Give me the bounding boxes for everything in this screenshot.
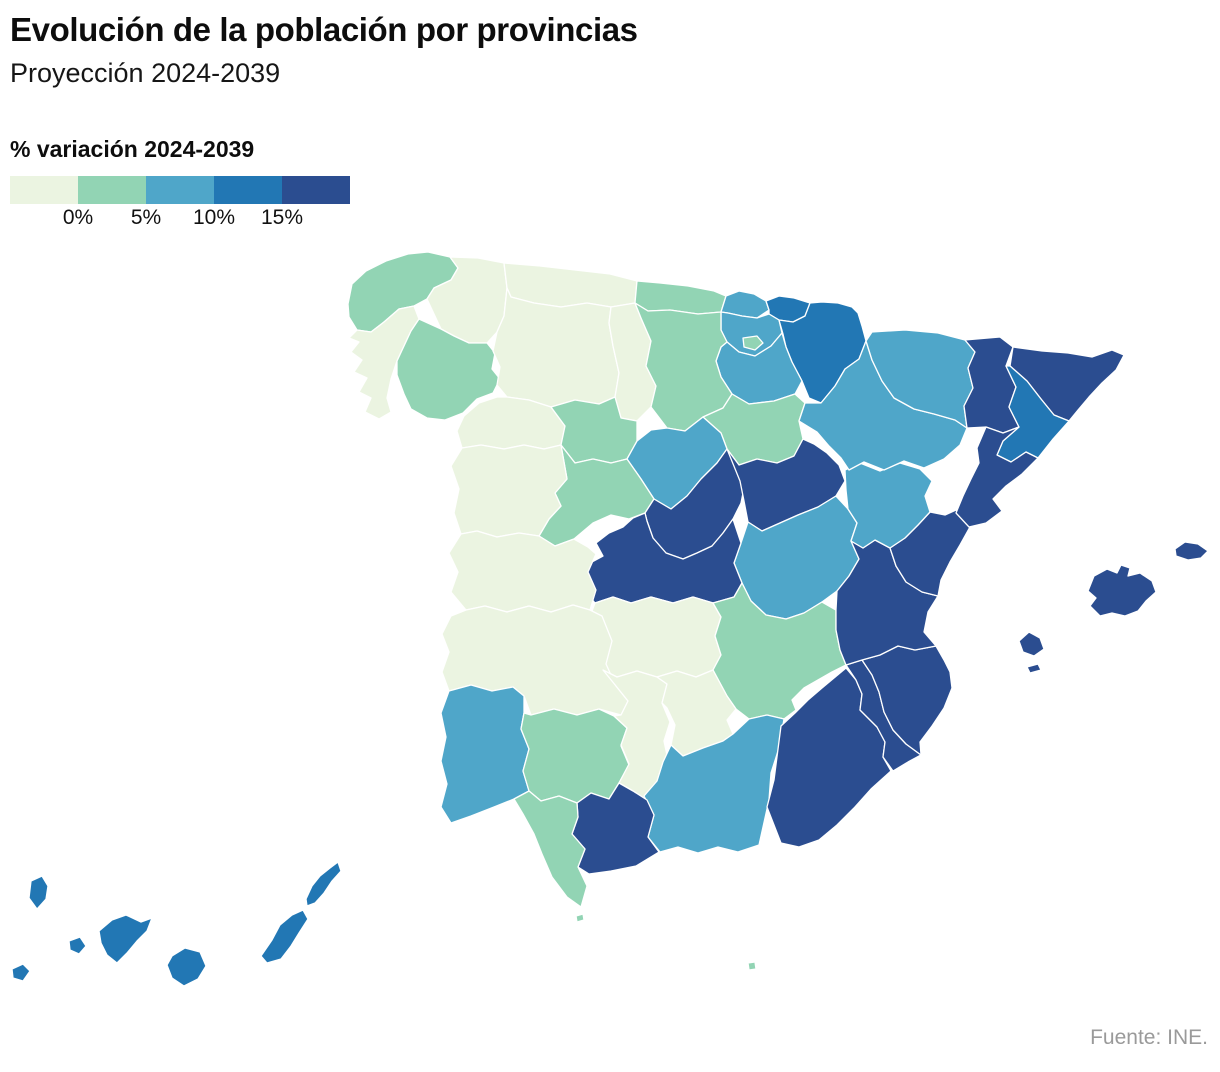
legend-title: % variación 2024-2039 bbox=[10, 136, 255, 162]
legend-swatch-5-10 bbox=[146, 176, 214, 204]
province-las-palmas[interactable]: Las Palmas bbox=[166, 947, 207, 987]
province-illes-balears[interactable]: Illes Balears bbox=[1026, 663, 1042, 674]
legend-swatch-lt0 bbox=[10, 176, 78, 204]
province-melilla[interactable]: Melilla bbox=[747, 961, 757, 971]
province-sc-tenerife[interactable]: Santa Cruz de Tenerife bbox=[28, 875, 49, 910]
province-ceuta[interactable]: Ceuta bbox=[575, 913, 585, 923]
page-subtitle: Proyección 2024-2039 bbox=[10, 57, 281, 88]
province-illes-balears[interactable]: Illes Balears bbox=[1087, 564, 1157, 617]
province-sc-tenerife[interactable]: Santa Cruz de Tenerife bbox=[68, 936, 87, 955]
page-title: Evolución de la población por provincias bbox=[10, 11, 638, 48]
province-ourense[interactable]: Ourense bbox=[396, 318, 501, 421]
province-albacete[interactable]: Albacete bbox=[712, 582, 847, 720]
province-salamanca[interactable]: Salamanca bbox=[450, 444, 568, 538]
province-leon[interactable]: León bbox=[492, 287, 620, 408]
province-cadiz[interactable]: Cádiz bbox=[513, 790, 588, 908]
legend-swatch-gt15 bbox=[282, 176, 350, 204]
choropleth-legend: % variación 2024-2039 0% 5% 10% 15% bbox=[10, 136, 370, 230]
province-sc-tenerife[interactable]: Santa Cruz de Tenerife bbox=[98, 914, 153, 964]
chart-header: Evolución de la población por provincias… bbox=[10, 10, 638, 89]
legend-swatch-10-15 bbox=[214, 176, 282, 204]
legend-tick-label: 0% bbox=[62, 206, 94, 229]
province-sc-tenerife[interactable]: Santa Cruz de Tenerife bbox=[11, 963, 31, 982]
legend-tick-label: 10% bbox=[192, 206, 236, 229]
province-las-palmas[interactable]: Las Palmas bbox=[260, 909, 309, 964]
legend-tick-label: 15% bbox=[260, 206, 304, 229]
legend-swatch-0-5 bbox=[78, 176, 146, 204]
province-cantabria[interactable]: Cantabria bbox=[634, 280, 727, 315]
legend-tick-row: 0% 5% 10% 15% bbox=[10, 204, 370, 230]
province-illes-balears[interactable]: Illes Balears bbox=[1018, 631, 1045, 657]
province-sevilla[interactable]: Sevilla bbox=[520, 708, 630, 804]
province-burgos[interactable]: Burgos bbox=[742, 335, 764, 351]
province-illes-balears[interactable]: Illes Balears bbox=[1174, 541, 1209, 561]
province-caceres[interactable]: Cáceres bbox=[448, 530, 597, 613]
province-pontevedra[interactable]: Pontevedra bbox=[348, 305, 420, 420]
legend-swatch-row bbox=[10, 176, 350, 204]
province-las-palmas[interactable]: Las Palmas bbox=[305, 861, 342, 907]
province-tarragona[interactable]: Tarragona bbox=[955, 426, 1039, 528]
source-credit: Fuente: INE. bbox=[1090, 1026, 1208, 1049]
legend-tick-label: 5% bbox=[130, 206, 162, 229]
